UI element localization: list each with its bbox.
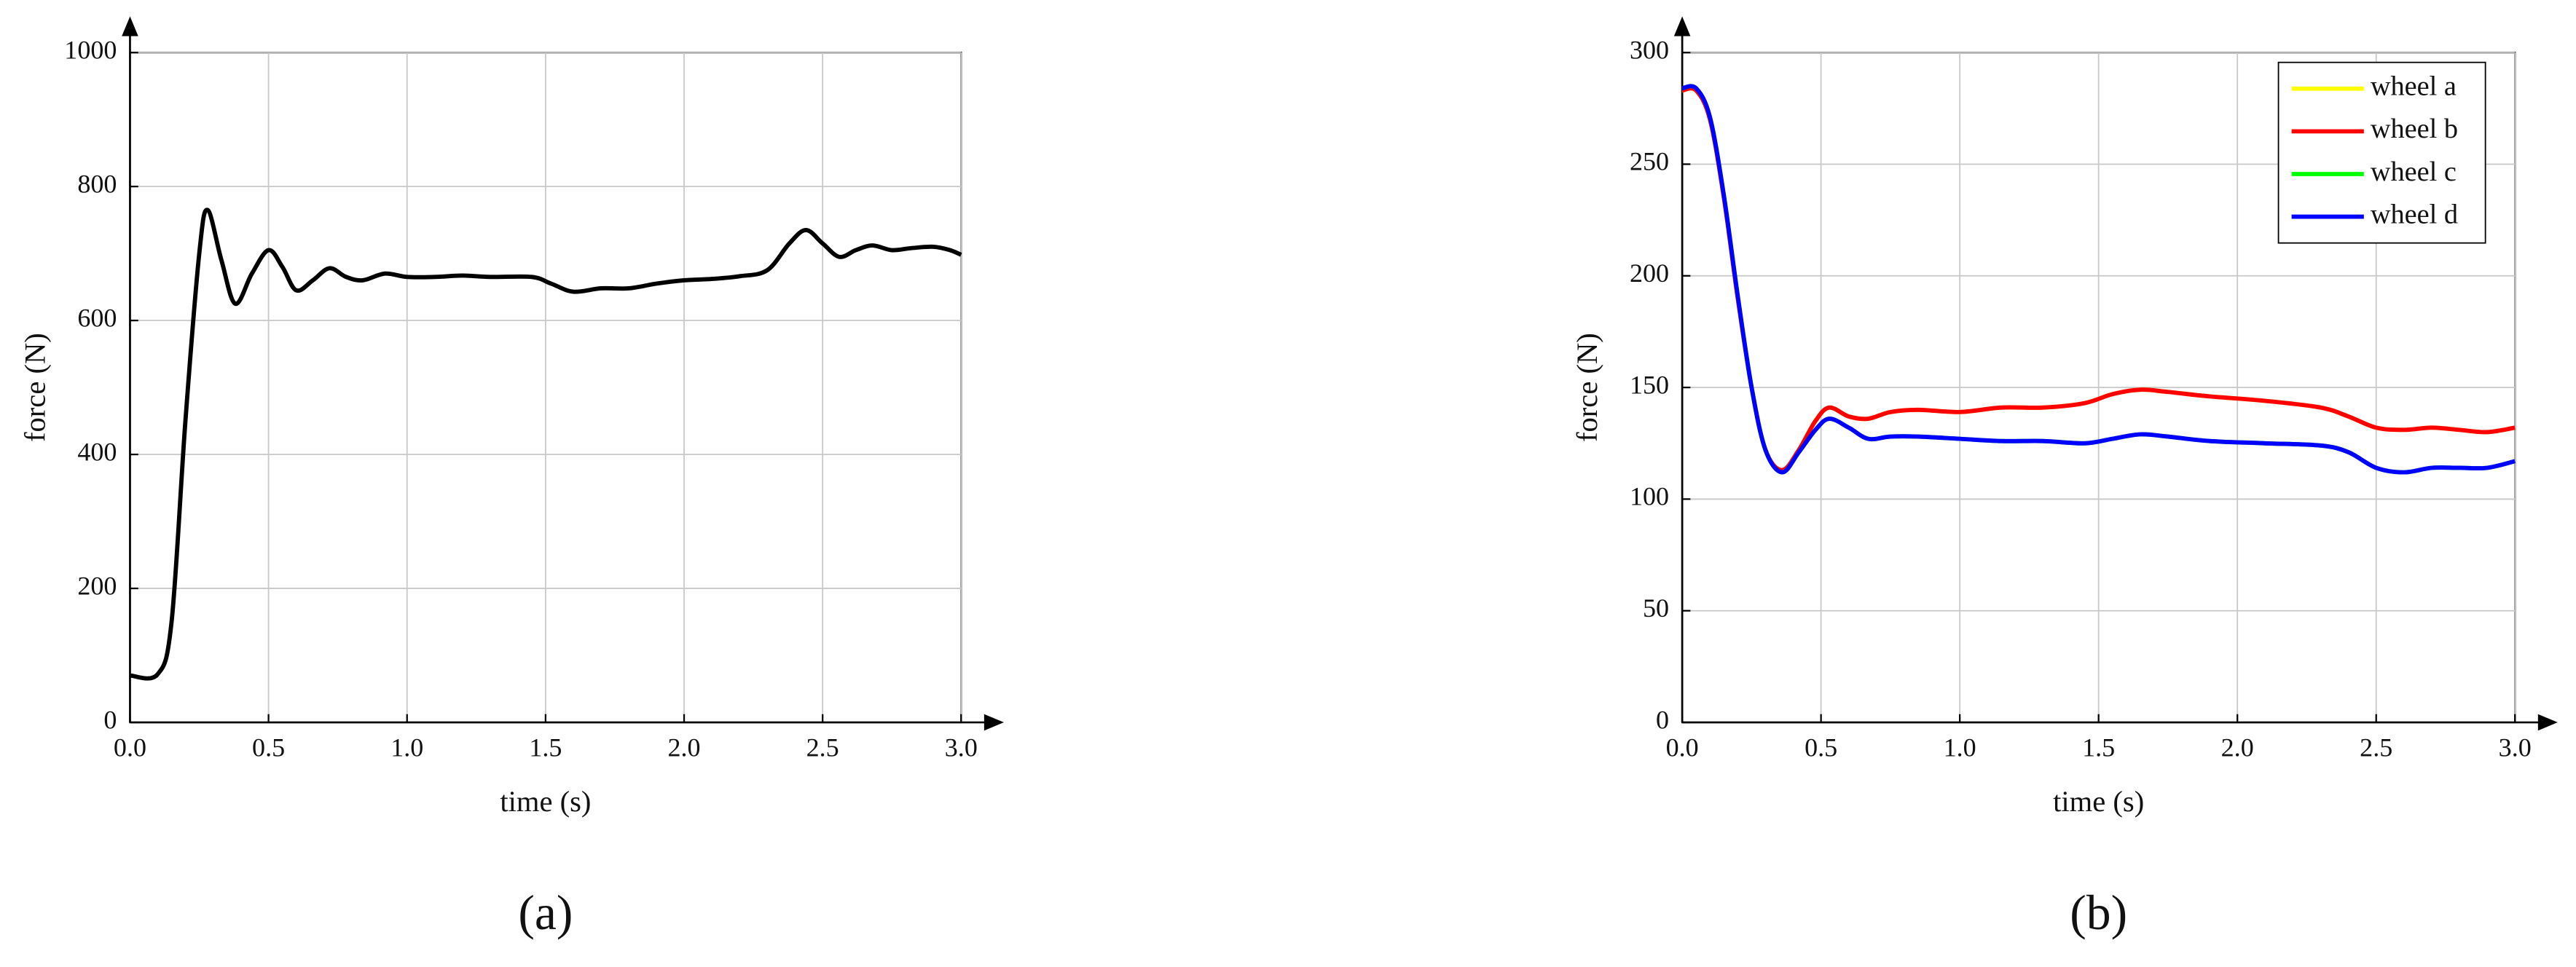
legend-label: wheel d — [2371, 199, 2458, 229]
x-tick-label: 2.5 — [806, 733, 839, 762]
y-axis-arrow — [122, 16, 138, 36]
legend-box — [2277, 61, 2486, 244]
y-tick-label: 1000 — [64, 35, 117, 64]
y-axis-title: force (N) — [1571, 333, 1603, 442]
y-tick-label: 200 — [1630, 258, 1669, 288]
x-tick-label: 1.5 — [2082, 733, 2115, 762]
x-axis-title: time (s) — [2053, 785, 2144, 818]
x-tick-label: 3.0 — [2499, 733, 2532, 762]
y-tick-label: 0 — [103, 705, 117, 734]
x-tick-label: 1.0 — [1944, 733, 1976, 762]
x-tick-label: 0.5 — [1805, 733, 1837, 762]
y-tick-label: 400 — [77, 437, 117, 466]
x-tick-label: 1.5 — [529, 733, 562, 762]
x-axis-arrow — [983, 714, 1004, 731]
caption: (a) — [518, 885, 573, 940]
y-tick-label: 100 — [1630, 482, 1669, 511]
x-tick-label: 2.0 — [2221, 733, 2254, 762]
y-tick-label: 800 — [77, 169, 117, 198]
caption: (b) — [2070, 885, 2127, 940]
x-tick-label: 2.0 — [667, 733, 700, 762]
x-axis-title: time (s) — [500, 785, 591, 818]
x-tick-label: 0.0 — [1666, 733, 1699, 762]
y-tick-label: 300 — [1630, 35, 1669, 64]
line-series — [1681, 84, 2516, 475]
x-tick-label: 1.0 — [390, 733, 423, 762]
chart: 0.0 0.5 1.0 1.5 2.0 2.5 3.0 0 200 400 600 800 1000 ti… — [19, 16, 1004, 940]
x-tick-label: 3.0 — [945, 733, 978, 762]
line-series — [130, 208, 962, 681]
y-tick-label: 600 — [77, 303, 117, 332]
y-tick-label: 50 — [1643, 593, 1669, 623]
legend-label: wheel a — [2371, 71, 2457, 102]
y-axis-arrow — [1673, 16, 1691, 36]
y-tick-label: 150 — [1630, 370, 1669, 399]
x-tick-label: 0.0 — [114, 733, 146, 762]
legend-label: wheel c — [2371, 157, 2457, 187]
x-tick-label: 0.5 — [252, 733, 285, 762]
x-tick-label: 2.5 — [2360, 733, 2392, 762]
y-tick-label: 0 — [1656, 705, 1669, 734]
y-tick-label: 250 — [1630, 147, 1669, 176]
y-tick-label: 200 — [77, 571, 117, 600]
x-axis-arrow — [2537, 714, 2558, 731]
chart: 0.0 0.5 1.0 1.5 2.0 2.5 3.0 0 50 100 150 200 250 300 t… — [1571, 16, 2558, 940]
legend-label: wheel b — [2371, 114, 2458, 144]
y-axis-title: force (N) — [19, 333, 52, 442]
